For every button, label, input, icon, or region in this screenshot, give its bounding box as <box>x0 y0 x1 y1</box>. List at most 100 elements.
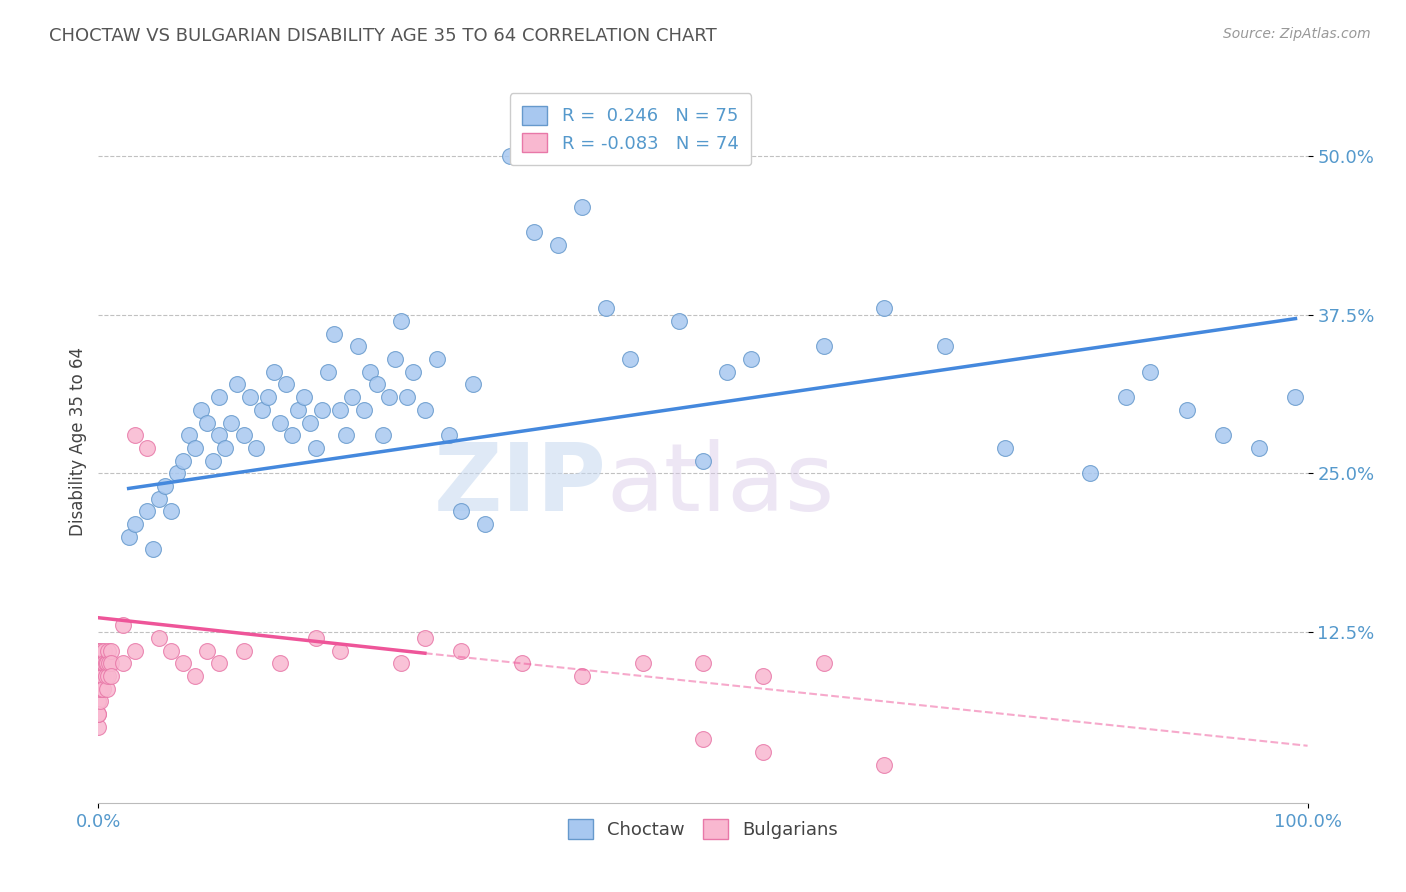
Point <box>371 428 394 442</box>
Point <box>135 504 157 518</box>
Point <box>740 352 762 367</box>
Point <box>668 314 690 328</box>
Point <box>96 657 118 671</box>
Point <box>450 504 472 518</box>
Point <box>153 479 176 493</box>
Point <box>360 365 382 379</box>
Point <box>91 657 114 671</box>
Point <box>305 441 328 455</box>
Point <box>347 339 370 353</box>
Point <box>190 402 212 417</box>
Point <box>214 441 236 455</box>
Point <box>90 643 112 657</box>
Point <box>89 669 111 683</box>
Point <box>269 416 291 430</box>
Point <box>94 669 117 683</box>
Point <box>384 352 406 367</box>
Point <box>91 657 114 671</box>
Point <box>287 402 309 417</box>
Point <box>523 226 546 240</box>
Point <box>142 542 165 557</box>
Point <box>93 643 115 657</box>
Point <box>100 657 122 671</box>
Point <box>366 377 388 392</box>
Point <box>87 707 110 722</box>
Point <box>498 149 520 163</box>
Point <box>172 657 194 671</box>
Point <box>631 657 654 671</box>
Point <box>353 402 375 417</box>
Point <box>87 694 110 708</box>
Point <box>97 643 120 657</box>
Point <box>547 238 569 252</box>
Point <box>395 390 418 404</box>
Point <box>87 657 110 671</box>
Point <box>118 530 141 544</box>
Text: ZIP: ZIP <box>433 439 606 531</box>
Point <box>89 681 111 696</box>
Point <box>692 732 714 747</box>
Point <box>195 643 218 657</box>
Point <box>91 657 114 671</box>
Point <box>239 390 262 404</box>
Point <box>90 669 112 683</box>
Point <box>1175 402 1198 417</box>
Point <box>100 643 122 657</box>
Point <box>166 467 188 481</box>
Point <box>323 326 346 341</box>
Point <box>87 694 110 708</box>
Point <box>160 504 183 518</box>
Point <box>716 365 738 379</box>
Text: CHOCTAW VS BULGARIAN DISABILITY AGE 35 TO 64 CORRELATION CHART: CHOCTAW VS BULGARIAN DISABILITY AGE 35 T… <box>49 27 717 45</box>
Point <box>202 453 225 467</box>
Point <box>89 657 111 671</box>
Point <box>873 757 896 772</box>
Point <box>87 720 110 734</box>
Text: atlas: atlas <box>606 439 835 531</box>
Point <box>89 657 111 671</box>
Point <box>1249 441 1271 455</box>
Point <box>311 402 333 417</box>
Point <box>87 643 110 657</box>
Point <box>813 657 835 671</box>
Point <box>934 339 956 353</box>
Point <box>299 416 322 430</box>
Point <box>437 428 460 442</box>
Point <box>94 657 117 671</box>
Point <box>692 453 714 467</box>
Point <box>510 657 533 671</box>
Point <box>232 428 254 442</box>
Y-axis label: Disability Age 35 to 64: Disability Age 35 to 64 <box>69 347 87 536</box>
Point <box>1139 365 1161 379</box>
Point <box>281 428 304 442</box>
Point <box>124 643 146 657</box>
Point <box>111 657 134 671</box>
Point <box>752 745 775 759</box>
Point <box>97 669 120 683</box>
Point <box>184 441 207 455</box>
Point <box>90 657 112 671</box>
Point <box>1284 390 1306 404</box>
Point <box>195 416 218 430</box>
Point <box>245 441 267 455</box>
Point <box>87 657 110 671</box>
Point <box>389 314 412 328</box>
Point <box>87 681 110 696</box>
Point <box>87 669 110 683</box>
Point <box>91 669 114 683</box>
Point <box>87 669 110 683</box>
Point <box>873 301 896 316</box>
Point <box>87 657 110 671</box>
Point <box>335 428 357 442</box>
Point <box>87 669 110 683</box>
Point <box>413 402 436 417</box>
Point <box>226 377 249 392</box>
Point <box>87 669 110 683</box>
Point <box>87 657 110 671</box>
Point <box>87 707 110 722</box>
Point <box>463 377 485 392</box>
Point <box>619 352 641 367</box>
Point <box>89 681 111 696</box>
Point <box>426 352 449 367</box>
Point <box>571 669 593 683</box>
